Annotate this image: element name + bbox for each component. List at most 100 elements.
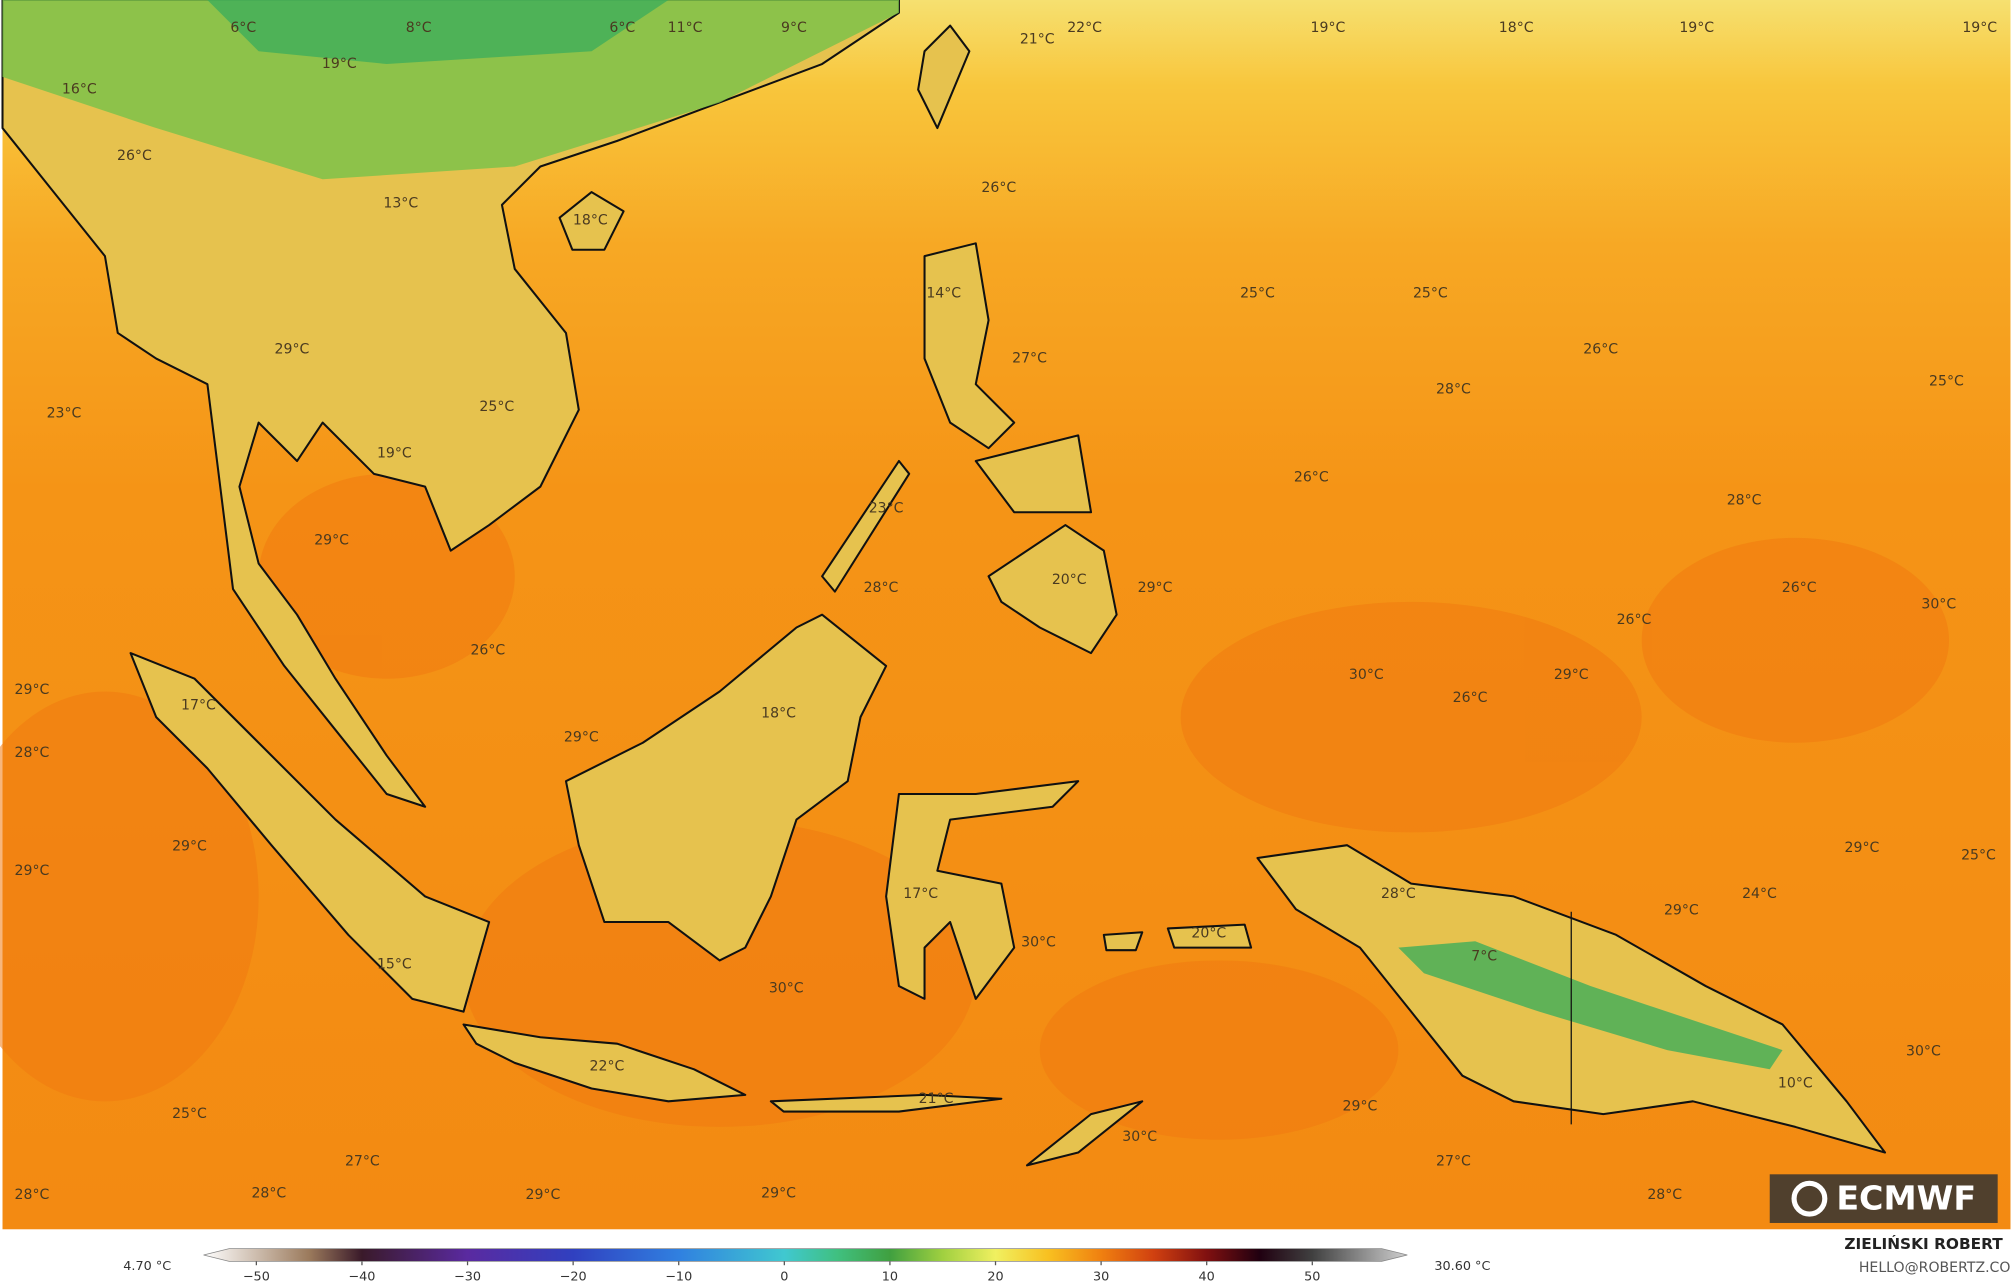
email: HELLO@ROBERTZ.CO bbox=[1859, 1260, 2011, 1276]
temperature-label: 26°C bbox=[981, 180, 1016, 196]
temperature-label: 29°C bbox=[761, 1186, 796, 1202]
papua-highland bbox=[1398, 941, 1783, 1070]
colorbar-tick-label: −10 bbox=[665, 1269, 692, 1284]
palawan bbox=[821, 459, 911, 593]
temperature-label: 26°C bbox=[1782, 580, 1817, 596]
colorbar-tick-label: 20 bbox=[987, 1269, 1003, 1284]
timor bbox=[1025, 1100, 1144, 1167]
temperature-label: 25°C bbox=[1413, 285, 1448, 301]
temperature-label: 20°C bbox=[1052, 572, 1087, 588]
temperature-label: 30°C bbox=[1906, 1043, 1941, 1059]
temperature-label: 19°C bbox=[377, 445, 412, 461]
temperature-label: 29°C bbox=[1845, 840, 1880, 856]
temperature-label: 16°C bbox=[62, 82, 97, 98]
taiwan bbox=[917, 24, 971, 130]
temperature-label: 29°C bbox=[1138, 580, 1173, 596]
temperature-label: 6°C bbox=[609, 20, 635, 36]
sumatra bbox=[129, 652, 491, 1013]
temperature-label: 28°C bbox=[15, 745, 50, 761]
temperature-label: 22°C bbox=[1067, 20, 1102, 36]
temperature-label: 25°C bbox=[1961, 847, 1996, 863]
land-masses bbox=[1, 0, 1887, 1167]
temperature-label: 29°C bbox=[564, 730, 599, 746]
temperature-label: 19°C bbox=[1679, 20, 1714, 36]
hainan bbox=[558, 191, 625, 251]
temperature-label: 20°C bbox=[1191, 926, 1226, 942]
temperature-label: 28°C bbox=[1727, 493, 1762, 509]
temperature-label: 28°C bbox=[1381, 886, 1416, 902]
colorbar-tick-label: −40 bbox=[348, 1269, 375, 1284]
temperature-label: 26°C bbox=[1583, 342, 1618, 358]
temperature-label: 10°C bbox=[1778, 1075, 1813, 1091]
temperature-label: 17°C bbox=[181, 698, 216, 714]
temperature-label: 26°C bbox=[1617, 612, 1652, 628]
temperature-label: 28°C bbox=[15, 1187, 50, 1203]
java bbox=[462, 1023, 747, 1103]
temperature-label: 30°C bbox=[1122, 1129, 1157, 1145]
temperature-label: 23°C bbox=[869, 500, 904, 516]
temperature-label: 22°C bbox=[590, 1059, 625, 1075]
colorbar-tick-label: 50 bbox=[1304, 1269, 1320, 1284]
temperature-label: 29°C bbox=[314, 532, 349, 548]
temperature-label: 13°C bbox=[383, 196, 418, 212]
logo: ECMWF bbox=[1769, 1174, 1998, 1223]
seram bbox=[1102, 923, 1253, 952]
temperature-label: 29°C bbox=[1343, 1098, 1378, 1114]
temperature-label: 14°C bbox=[926, 285, 961, 301]
colorbar-tick-label: 30 bbox=[1093, 1269, 1109, 1284]
temperature-label: 30°C bbox=[769, 981, 804, 997]
max-value: 30.60 °C bbox=[1434, 1259, 1490, 1274]
temperature-label: 30°C bbox=[1349, 667, 1384, 683]
visayas bbox=[974, 434, 1093, 514]
temperature-label: 28°C bbox=[251, 1186, 286, 1202]
temperature-label: 25°C bbox=[1240, 285, 1275, 301]
temperature-label: 29°C bbox=[15, 682, 50, 698]
temperature-label: 23°C bbox=[47, 406, 82, 422]
temperature-label: 29°C bbox=[15, 863, 50, 879]
colorbar-tick-label: 10 bbox=[882, 1269, 898, 1284]
temperature-label: 15°C bbox=[377, 956, 412, 972]
temperature-label: 29°C bbox=[1554, 667, 1589, 683]
sulawesi bbox=[885, 780, 1080, 1000]
temperature-label: 26°C bbox=[1453, 690, 1488, 706]
temperature-label: 9°C bbox=[781, 20, 807, 36]
temperature-label: 30°C bbox=[1021, 935, 1056, 951]
temperature-label: 29°C bbox=[526, 1187, 561, 1203]
temperature-label: 26°C bbox=[470, 643, 505, 659]
min-value: 4.70 °C bbox=[123, 1259, 171, 1274]
lesser-sunda bbox=[769, 1093, 1003, 1113]
colorbar-tick-label: 0 bbox=[780, 1269, 788, 1284]
temperature-label: 17°C bbox=[903, 886, 938, 902]
temperature-label: 18°C bbox=[573, 212, 608, 228]
temperature-label: 6°C bbox=[230, 20, 256, 36]
temperature-label: 21°C bbox=[919, 1091, 954, 1107]
temperature-label: 26°C bbox=[1294, 470, 1329, 486]
colorbar-bar bbox=[203, 1248, 1408, 1262]
author: ZIELIŃSKI ROBERT bbox=[1844, 1234, 2003, 1253]
temperature-label: 11°C bbox=[668, 20, 703, 36]
temperature-label: 26°C bbox=[117, 148, 152, 164]
colorbar: −50 −40 −30 −20 −10 0 10 20 30 40 50 bbox=[203, 1248, 1408, 1284]
temperature-label: 21°C bbox=[1020, 32, 1055, 48]
borneo bbox=[564, 613, 888, 962]
temperature-label: 19°C bbox=[322, 56, 357, 72]
temperature-label: 29°C bbox=[172, 838, 207, 854]
temperature-label: 7°C bbox=[1471, 949, 1497, 965]
colorbar-tick-label: −30 bbox=[454, 1269, 481, 1284]
temperature-labels: 6°C 8°C 6°C 11°C 9°C 21°C 22°C 19°C 18°C 19°C 19°C… bbox=[15, 20, 1998, 1203]
temperature-label: 25°C bbox=[1929, 374, 1964, 390]
temperature-label: 18°C bbox=[761, 705, 796, 721]
temperature-label: 27°C bbox=[345, 1154, 380, 1170]
temperature-label: 29°C bbox=[1664, 903, 1699, 919]
cold-highland bbox=[207, 0, 669, 65]
luzon bbox=[923, 242, 1016, 450]
temperature-label: 8°C bbox=[406, 20, 432, 36]
temperature-label: 25°C bbox=[479, 399, 514, 415]
temperature-label: 28°C bbox=[864, 580, 899, 596]
mindanao bbox=[987, 524, 1118, 655]
temperature-label: 25°C bbox=[172, 1106, 207, 1122]
temperature-label: 24°C bbox=[1742, 886, 1777, 902]
temperature-label: 30°C bbox=[1921, 596, 1956, 612]
